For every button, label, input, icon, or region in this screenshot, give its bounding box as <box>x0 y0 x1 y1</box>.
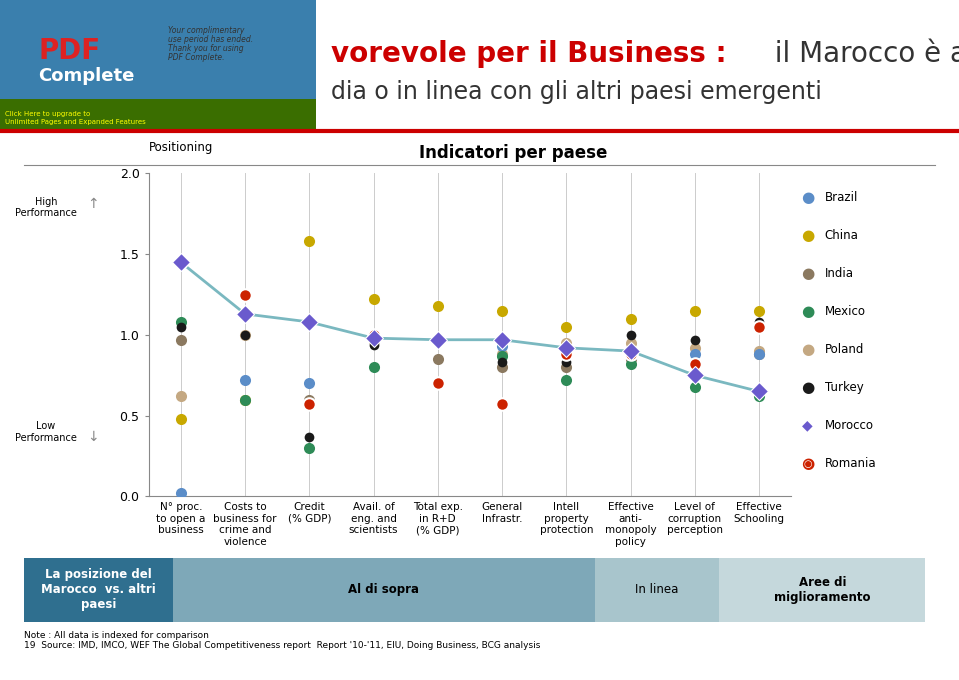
Text: ●: ● <box>801 342 814 357</box>
Text: use period has ended.: use period has ended. <box>168 35 253 44</box>
Text: Unlimited Pages and Expanded Features: Unlimited Pages and Expanded Features <box>5 120 146 125</box>
Text: Mexico: Mexico <box>825 305 866 318</box>
Text: ◆: ◆ <box>802 419 813 432</box>
Text: Brazil: Brazil <box>825 190 858 204</box>
Text: ●: ● <box>801 380 814 395</box>
Text: Note : All data is indexed for comparison: Note : All data is indexed for compariso… <box>24 631 209 640</box>
Text: PDF Complete.: PDF Complete. <box>168 52 224 62</box>
Text: Indicatori per paese: Indicatori per paese <box>419 144 607 162</box>
Text: Aree di
miglioramento: Aree di miglioramento <box>774 576 871 604</box>
Text: Al di sopra: Al di sopra <box>348 583 419 596</box>
Text: ○: ○ <box>804 459 811 469</box>
Text: Click Here to upgrade to: Click Here to upgrade to <box>5 111 90 116</box>
Text: India: India <box>825 267 854 280</box>
Text: Positioning: Positioning <box>149 141 213 154</box>
Text: Your complimentary: Your complimentary <box>168 26 245 35</box>
Text: 19  Source: IMD, IMCO, WEF The Global Competitiveness report  Report '10-'11, EI: 19 Source: IMD, IMCO, WEF The Global Com… <box>24 641 540 649</box>
Text: ●: ● <box>801 190 814 205</box>
Text: China: China <box>825 228 858 242</box>
Text: PDF: PDF <box>38 37 101 65</box>
Text: vorevole per il Business :: vorevole per il Business : <box>331 40 737 69</box>
Text: Poland: Poland <box>825 343 864 356</box>
Text: Thank you for using: Thank you for using <box>168 44 244 53</box>
Text: ●: ● <box>801 228 814 243</box>
Text: il Marocco è al di: il Marocco è al di <box>331 40 959 69</box>
Text: La posizione del
Marocco  vs. altri
paesi: La posizione del Marocco vs. altri paesi <box>41 568 155 611</box>
Text: Turkey: Turkey <box>825 381 863 394</box>
Text: Complete: Complete <box>38 67 134 85</box>
Text: In linea: In linea <box>635 583 679 596</box>
Text: ↓: ↓ <box>87 430 99 443</box>
Text: dia o in linea con gli altri paesi emergenti: dia o in linea con gli altri paesi emerg… <box>331 80 822 104</box>
Text: ↑: ↑ <box>87 197 99 211</box>
Text: Low
Performance: Low Performance <box>15 421 77 443</box>
Text: High
Performance: High Performance <box>15 197 77 218</box>
Text: ●: ● <box>801 266 814 281</box>
Text: ●: ● <box>801 304 814 319</box>
Text: Romania: Romania <box>825 457 877 471</box>
Text: ●: ● <box>801 456 814 471</box>
Text: Morocco: Morocco <box>825 419 874 432</box>
